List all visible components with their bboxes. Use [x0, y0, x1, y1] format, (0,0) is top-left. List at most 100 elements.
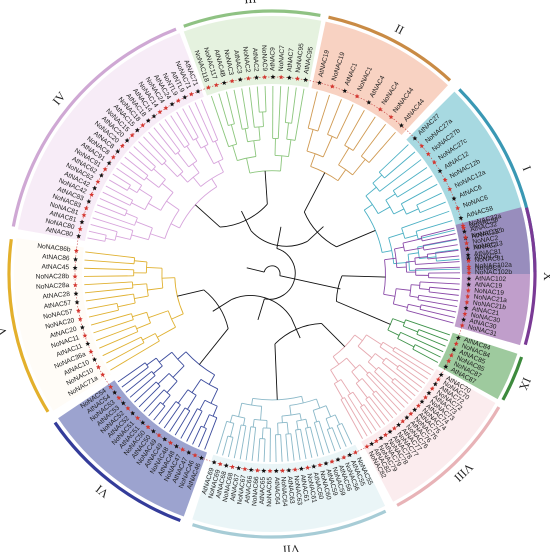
branch-line: [325, 405, 332, 417]
branch-line: [284, 86, 289, 123]
branch-line: [150, 233, 165, 239]
branch-line: [280, 434, 283, 462]
branch-line: [411, 284, 420, 286]
star-marker-no: [460, 223, 466, 228]
branch-line: [110, 340, 160, 371]
branch-line: [87, 302, 118, 310]
star-marker-at: [347, 452, 353, 458]
star-marker-at: [124, 137, 130, 143]
leaf-label: AtNAC9: [269, 47, 276, 71]
star-marker-at: [316, 80, 322, 85]
star-marker-no: [408, 411, 414, 416]
star-marker-no: [415, 403, 421, 408]
branch-line: [365, 186, 377, 197]
star-marker-at: [73, 256, 79, 262]
leaf-label: AtNAC13: [471, 228, 500, 240]
branch-line: [233, 89, 243, 130]
branch-line: [166, 200, 180, 211]
branch-line: [158, 401, 177, 425]
branch-line: [238, 403, 243, 417]
branch-line: [361, 378, 375, 393]
branch-line: [174, 410, 191, 436]
branch-line: [108, 179, 128, 191]
star-marker-no: [175, 98, 181, 103]
star-marker-no: [254, 467, 260, 473]
branch-line: [257, 438, 261, 462]
branch-line: [163, 404, 181, 429]
star-marker-no: [459, 322, 465, 328]
branch-line: [84, 275, 134, 277]
branch-line: [186, 410, 203, 442]
clade-branches-I: [363, 144, 460, 271]
star-marker-at: [465, 255, 471, 261]
branch-line: [286, 422, 289, 435]
branch-line: [377, 206, 391, 215]
branch-line: [125, 212, 138, 219]
branch-line: [125, 371, 152, 393]
star-marker-at: [426, 390, 432, 396]
star-marker-at: [273, 468, 279, 474]
branch-line: [316, 398, 321, 409]
branch-line: [229, 423, 235, 437]
star-marker-no: [464, 240, 470, 246]
leaf-label: AtNAC66: [244, 475, 254, 503]
star-marker-at: [237, 76, 243, 82]
branch-line: [277, 86, 282, 139]
branch-line: [341, 423, 353, 445]
star-marker-no: [192, 452, 198, 458]
branch-line: [261, 427, 264, 439]
star-marker-no: [317, 462, 323, 468]
branch-line: [400, 331, 444, 353]
branch-line: [397, 175, 433, 198]
star-marker-at: [211, 459, 217, 465]
branch-line: [419, 201, 446, 214]
branch-line: [208, 374, 216, 385]
branch-line: [299, 413, 302, 421]
branch-line: [421, 227, 455, 237]
branch-line: [428, 277, 460, 279]
branch-line: [394, 246, 404, 250]
star-marker-at: [130, 410, 136, 416]
star-marker-at: [451, 196, 457, 201]
star-marker-at: [438, 372, 444, 377]
star-marker-at: [86, 198, 92, 204]
branch-line: [148, 202, 161, 211]
star-marker-no: [82, 333, 88, 338]
branch-line: [192, 163, 200, 173]
branch-line: [132, 311, 147, 318]
star-marker-no: [88, 349, 94, 354]
star-marker-at: [369, 441, 375, 447]
branch-line: [84, 259, 135, 265]
leaf-label: NoNAC9: [260, 45, 268, 72]
branch-line: [391, 381, 413, 401]
branch-line: [331, 427, 342, 450]
branch-line: [404, 247, 424, 252]
star-marker-at: [466, 282, 472, 287]
branch-line: [170, 223, 180, 229]
star-marker-no: [435, 376, 441, 382]
star-marker-at: [398, 122, 404, 128]
leaf-label: NoNAC102b: [475, 269, 512, 276]
branch-line: [418, 329, 448, 342]
branch-line: [115, 235, 131, 240]
branch-line: [153, 168, 166, 180]
branch-line: [378, 144, 409, 173]
star-marker-no: [145, 424, 151, 430]
branch-line: [402, 238, 422, 244]
branch-line: [129, 375, 156, 398]
star-marker-no: [431, 159, 437, 165]
clade-branches-X: [383, 227, 460, 324]
star-marker-at: [270, 74, 276, 80]
leaf-label: AtNAC57: [43, 300, 72, 311]
branch-line: [394, 346, 434, 371]
branch-line: [182, 108, 199, 138]
branch-line: [153, 365, 163, 374]
branch-line: [337, 169, 347, 181]
star-marker-no: [341, 454, 347, 460]
branch-line: [359, 364, 369, 374]
branch-line: [352, 116, 376, 151]
branch-line: [191, 379, 202, 393]
branch-line: [106, 342, 145, 364]
clade-branches-VIII: [330, 334, 434, 439]
clade-arc-II: [328, 15, 452, 82]
